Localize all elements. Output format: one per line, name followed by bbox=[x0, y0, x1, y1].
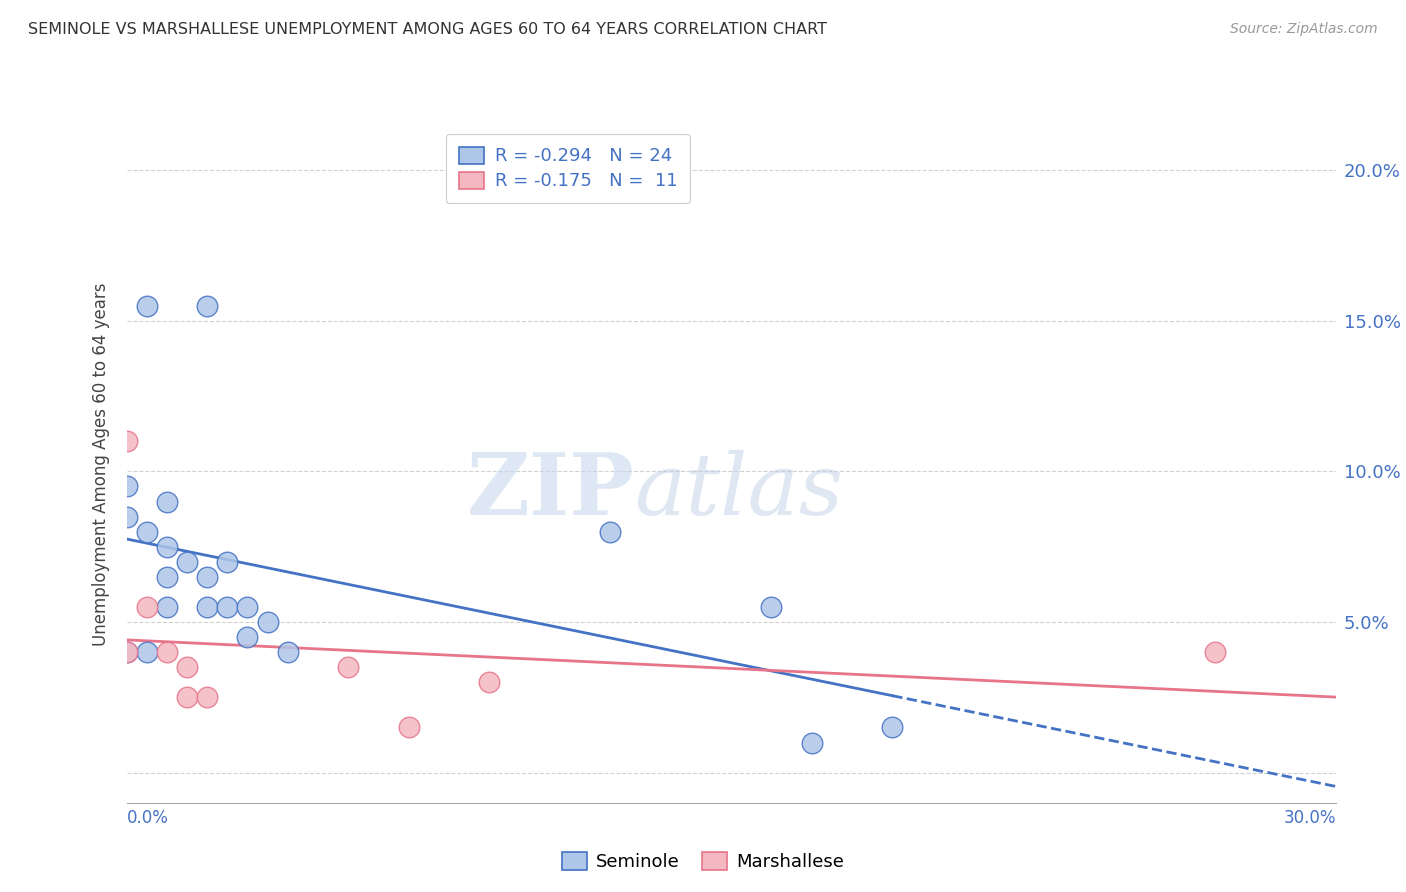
Point bbox=[337, 660, 360, 674]
Point bbox=[176, 660, 198, 674]
Text: ZIP: ZIP bbox=[467, 449, 634, 533]
Point bbox=[398, 721, 420, 735]
Point bbox=[135, 645, 157, 659]
Y-axis label: Unemployment Among Ages 60 to 64 years: Unemployment Among Ages 60 to 64 years bbox=[91, 282, 110, 646]
Point bbox=[761, 599, 783, 614]
Point bbox=[195, 299, 218, 313]
Point bbox=[800, 735, 823, 749]
Point bbox=[156, 599, 179, 614]
Point bbox=[599, 524, 621, 539]
Point bbox=[115, 479, 138, 493]
Point bbox=[195, 690, 218, 705]
Point bbox=[1204, 645, 1226, 659]
Point bbox=[882, 721, 904, 735]
Point bbox=[195, 570, 218, 584]
Point bbox=[115, 645, 138, 659]
Point bbox=[176, 690, 198, 705]
Point bbox=[478, 675, 501, 690]
Point bbox=[156, 570, 179, 584]
Point bbox=[277, 645, 299, 659]
Text: atlas: atlas bbox=[634, 450, 844, 533]
Point bbox=[135, 299, 157, 313]
Point bbox=[217, 555, 239, 569]
Text: Source: ZipAtlas.com: Source: ZipAtlas.com bbox=[1230, 22, 1378, 37]
Point bbox=[156, 540, 179, 554]
Point bbox=[236, 630, 259, 644]
Point bbox=[115, 434, 138, 449]
Point bbox=[115, 645, 138, 659]
Point bbox=[176, 555, 198, 569]
Text: 0.0%: 0.0% bbox=[127, 809, 169, 827]
Point bbox=[135, 524, 157, 539]
Text: 30.0%: 30.0% bbox=[1284, 809, 1336, 827]
Point bbox=[217, 599, 239, 614]
Point bbox=[256, 615, 278, 629]
Legend: Seminole, Marshallese: Seminole, Marshallese bbox=[555, 846, 851, 879]
Point bbox=[195, 599, 218, 614]
Point bbox=[156, 645, 179, 659]
Text: SEMINOLE VS MARSHALLESE UNEMPLOYMENT AMONG AGES 60 TO 64 YEARS CORRELATION CHART: SEMINOLE VS MARSHALLESE UNEMPLOYMENT AMO… bbox=[28, 22, 827, 37]
Point bbox=[236, 599, 259, 614]
Point bbox=[115, 509, 138, 524]
Legend: R = -0.294   N = 24, R = -0.175   N =  11: R = -0.294 N = 24, R = -0.175 N = 11 bbox=[446, 134, 690, 203]
Point bbox=[135, 599, 157, 614]
Point bbox=[156, 494, 179, 508]
